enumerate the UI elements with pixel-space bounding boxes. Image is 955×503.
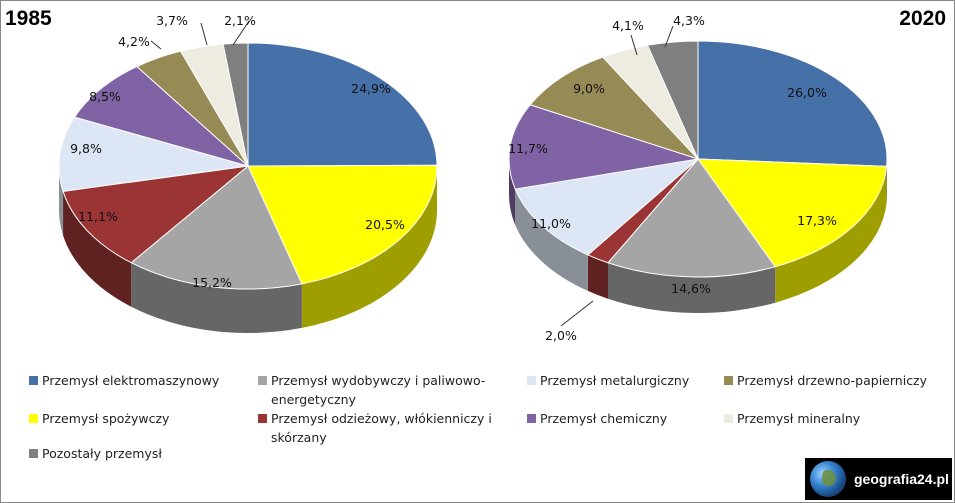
data-label-1985-5: 8,5% (89, 89, 121, 104)
pie-slice-2020-6 (529, 56, 700, 161)
leader-line-1985-8 (232, 20, 250, 46)
data-label-1985-7: 3,7% (156, 13, 188, 28)
legend-label: Przemysł chemiczny (540, 411, 668, 426)
leader-line-1985-6 (150, 40, 162, 50)
legend-swatch (527, 414, 536, 423)
pie-side-1985-4 (59, 166, 64, 236)
legend-swatch (724, 414, 733, 423)
pie-slice-2020-2 (607, 158, 777, 278)
pie-slice-2020-0 (697, 40, 888, 167)
pie-slice-2020-5 (508, 104, 699, 190)
pie-slice-2020-8 (646, 40, 699, 160)
pie-side-1985-2 (131, 262, 302, 334)
pie-side-2020-1 (775, 166, 887, 303)
data-label-1985-3: 11,1% (78, 209, 118, 224)
pie-2020: 26,0% 17,3% 14,6% 2,0% 11,0% 11,7% 9,0% 4,1% 4,3… (508, 13, 888, 343)
data-label-1985-6: 4,2% (118, 34, 150, 49)
legend-swatch (527, 376, 536, 385)
legend-label: Przemysł mineralny (737, 411, 861, 426)
legend-label: Przemysł elektromaszynowy (42, 373, 220, 388)
legend-label: Przemysł wydobywczy i paliwowo-energetyc… (271, 373, 486, 407)
chart-title-2020: 2020 (899, 7, 946, 30)
data-label-2020-4: 11,0% (531, 216, 571, 231)
leader-line-2020-7 (630, 34, 638, 56)
data-label-2020-5: 11,7% (508, 141, 548, 156)
data-label-2020-0: 26,0% (787, 85, 827, 100)
globe-icon (810, 461, 846, 497)
data-label-1985-8: 2,1% (224, 13, 256, 28)
legend-label: Przemysł spożywczy (42, 411, 170, 426)
chart-title-1985: 1985 (5, 7, 52, 30)
data-label-1985-1: 20,5% (365, 217, 405, 232)
pie-slice-1985-5 (73, 65, 249, 167)
data-label-1985-0: 24,9% (351, 81, 391, 96)
legend-swatch (29, 449, 38, 458)
legend-label: Przemysł metalurgiczny (540, 373, 690, 388)
pie-slice-1985-1 (247, 164, 438, 285)
pie-slice-2020-4 (514, 158, 700, 256)
data-label-2020-8: 4,3% (673, 13, 705, 28)
pie-slice-1985-2 (130, 165, 303, 290)
pie-slice-1985-3 (62, 165, 250, 264)
legend-swatch (29, 376, 38, 385)
logo-text: geografia24.pl (854, 471, 949, 487)
pie-side-1985-3 (63, 191, 132, 307)
legend-label: Pozostały przemysł (42, 446, 162, 461)
pie-side-2020-4 (515, 189, 588, 291)
data-label-2020-3: 2,0% (545, 328, 577, 343)
legend-swatch (29, 414, 38, 423)
legend-swatch (724, 376, 733, 385)
site-logo: geografia24.pl (805, 458, 952, 500)
leader-line-1985-7 (200, 22, 208, 46)
legend-swatch (258, 414, 267, 423)
pie-slice-2020-1 (696, 158, 888, 268)
pie-charts: 24,9% 20,5% 15,2% 11,1% 9,8% 8,5% 4,2% 3,7% 2,1%… (58, 13, 888, 343)
legend-swatch (258, 376, 267, 385)
data-label-2020-7: 4,1% (612, 18, 644, 33)
data-label-1985-4: 9,8% (70, 141, 102, 156)
data-label-2020-1: 17,3% (797, 213, 837, 228)
leader-line-2020-8 (664, 25, 674, 48)
data-label-2020-2: 14,6% (671, 281, 711, 296)
pie-1985: 24,9% 20,5% 15,2% 11,1% 9,8% 8,5% 4,2% 3,7% 2,1% (58, 13, 438, 334)
pie-slice-1985-0 (247, 42, 438, 167)
leader-line-2020-3 (560, 300, 594, 327)
pie-side-1985-1 (301, 166, 437, 328)
pie-slice-1985-8 (222, 42, 249, 167)
legend-label: Przemysł odzieżowy, włókienniczy i skórza… (271, 411, 492, 445)
legend-label: Przemysł drzewno-papierniczy (737, 373, 928, 388)
data-label-1985-2: 15,2% (192, 275, 232, 290)
pie-slice-1985-4 (58, 116, 249, 192)
pie-side-2020-3 (587, 254, 608, 299)
data-label-2020-6: 9,0% (573, 81, 605, 96)
